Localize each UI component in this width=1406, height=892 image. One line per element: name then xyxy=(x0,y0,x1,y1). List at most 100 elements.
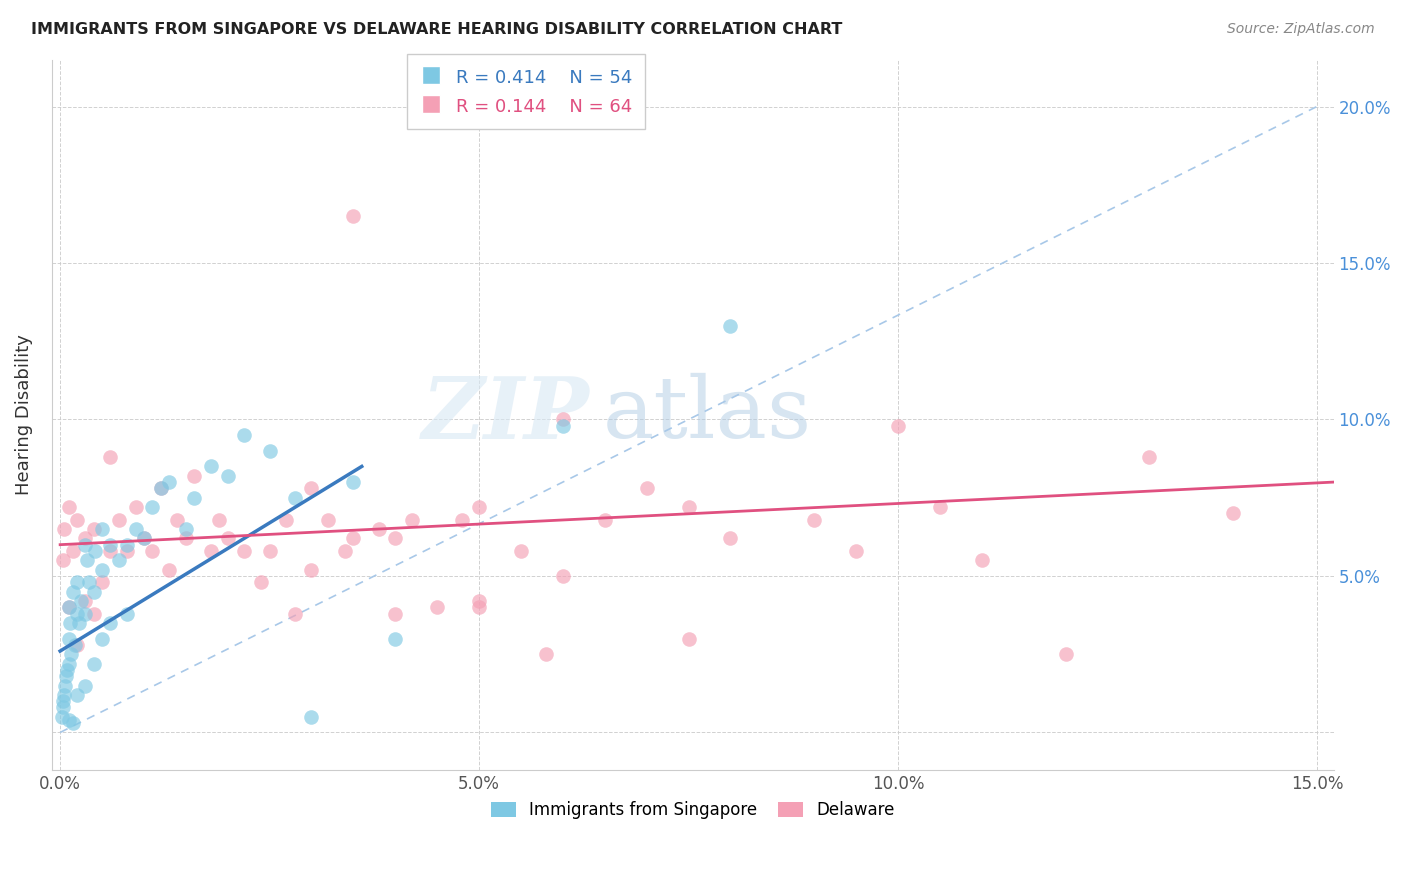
Point xyxy=(342,209,364,223)
Point xyxy=(149,481,172,495)
Point xyxy=(83,607,105,621)
Point xyxy=(183,468,205,483)
Point xyxy=(718,532,741,546)
Point xyxy=(70,594,93,608)
Point xyxy=(100,544,122,558)
Point xyxy=(124,500,146,515)
Point xyxy=(200,544,222,558)
Point xyxy=(284,491,307,505)
Point xyxy=(56,663,79,677)
Point xyxy=(100,538,122,552)
Point xyxy=(51,710,73,724)
Point xyxy=(53,678,76,692)
Point xyxy=(551,569,574,583)
Point xyxy=(63,638,86,652)
Point xyxy=(217,468,239,483)
Text: IMMIGRANTS FROM SINGAPORE VS DELAWARE HEARING DISABILITY CORRELATION CHART: IMMIGRANTS FROM SINGAPORE VS DELAWARE HE… xyxy=(31,22,842,37)
Point xyxy=(316,513,339,527)
Point xyxy=(58,657,80,671)
Point xyxy=(1137,450,1160,464)
Point xyxy=(66,575,89,590)
Point xyxy=(451,513,474,527)
Point xyxy=(384,607,406,621)
Point xyxy=(66,513,89,527)
Point xyxy=(58,713,80,727)
Point xyxy=(845,544,868,558)
Point xyxy=(58,600,80,615)
Point xyxy=(76,553,98,567)
Point xyxy=(91,632,114,646)
Text: atlas: atlas xyxy=(603,373,813,457)
Point xyxy=(468,600,491,615)
Point xyxy=(53,522,76,536)
Point xyxy=(91,563,114,577)
Point xyxy=(75,538,97,552)
Point xyxy=(75,532,97,546)
Point xyxy=(384,632,406,646)
Legend: Immigrants from Singapore, Delaware: Immigrants from Singapore, Delaware xyxy=(485,794,901,826)
Point xyxy=(55,669,77,683)
Point xyxy=(301,710,323,724)
Point xyxy=(166,513,188,527)
Point xyxy=(79,575,101,590)
Point xyxy=(115,544,138,558)
Point xyxy=(62,716,84,731)
Point xyxy=(53,688,76,702)
Point xyxy=(593,513,616,527)
Point xyxy=(284,607,307,621)
Point xyxy=(58,632,80,646)
Point xyxy=(58,500,80,515)
Point xyxy=(174,522,197,536)
Point xyxy=(100,450,122,464)
Point xyxy=(342,475,364,489)
Point xyxy=(107,553,129,567)
Point xyxy=(200,459,222,474)
Point xyxy=(157,563,180,577)
Point xyxy=(124,522,146,536)
Point xyxy=(59,615,82,630)
Point xyxy=(970,553,993,567)
Point xyxy=(401,513,423,527)
Point xyxy=(233,428,256,442)
Point xyxy=(84,544,107,558)
Point xyxy=(678,632,700,646)
Point xyxy=(217,532,239,546)
Point xyxy=(58,600,80,615)
Point xyxy=(52,694,75,708)
Point xyxy=(75,607,97,621)
Point xyxy=(83,657,105,671)
Point xyxy=(887,418,910,433)
Point xyxy=(551,412,574,426)
Point xyxy=(52,553,75,567)
Point xyxy=(141,544,163,558)
Point xyxy=(83,522,105,536)
Text: Source: ZipAtlas.com: Source: ZipAtlas.com xyxy=(1227,22,1375,37)
Point xyxy=(52,700,75,714)
Point xyxy=(62,584,84,599)
Point xyxy=(149,481,172,495)
Point xyxy=(468,500,491,515)
Point xyxy=(157,475,180,489)
Point xyxy=(107,513,129,527)
Point xyxy=(1054,647,1077,661)
Point xyxy=(426,600,449,615)
Point xyxy=(333,544,356,558)
Point xyxy=(66,688,89,702)
Point xyxy=(367,522,389,536)
Point xyxy=(636,481,658,495)
Point xyxy=(384,532,406,546)
Point xyxy=(534,647,557,661)
Point xyxy=(928,500,950,515)
Point xyxy=(301,563,323,577)
Point xyxy=(301,481,323,495)
Point xyxy=(75,678,97,692)
Point xyxy=(551,418,574,433)
Y-axis label: Hearing Disability: Hearing Disability xyxy=(15,334,32,495)
Point xyxy=(174,532,197,546)
Point xyxy=(468,594,491,608)
Point xyxy=(115,607,138,621)
Point xyxy=(183,491,205,505)
Point xyxy=(1222,507,1244,521)
Point xyxy=(718,318,741,333)
Point xyxy=(66,638,89,652)
